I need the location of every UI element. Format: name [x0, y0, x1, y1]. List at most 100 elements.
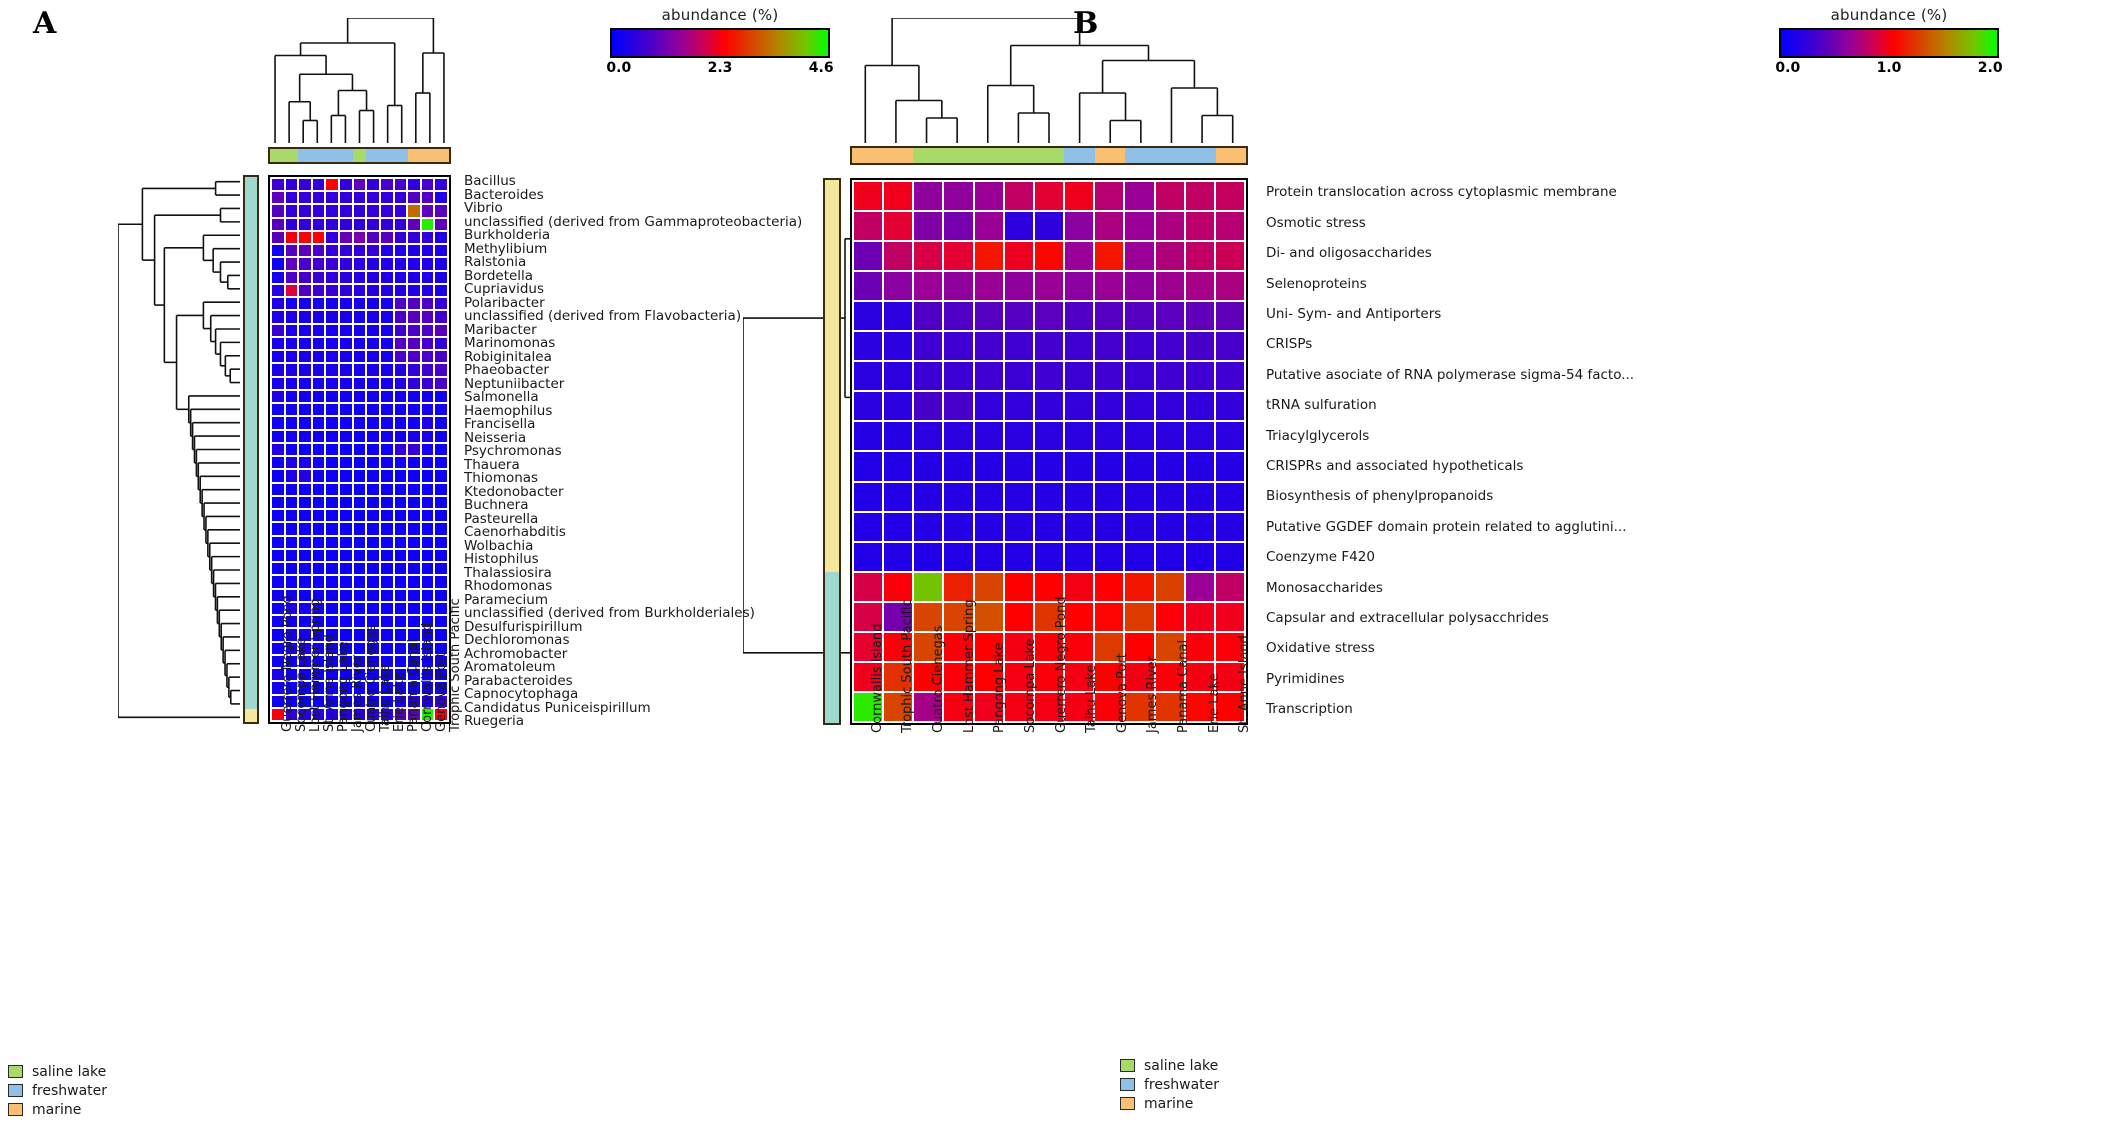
heatmap-cell — [1004, 542, 1033, 571]
heatmap-cell — [421, 695, 434, 707]
heatmap-cell — [1004, 602, 1033, 631]
heatmap-cell — [1004, 302, 1033, 331]
heatmap-cell — [884, 182, 913, 211]
row-annotation-segment — [245, 243, 257, 257]
heatmap-cell — [367, 245, 379, 257]
heatmap-cell — [394, 629, 407, 641]
heatmap-cell — [380, 510, 393, 522]
panel-b-colorbar-ticks: 0.0 1.0 2.0 — [1775, 58, 2002, 78]
heatmap-cell — [340, 271, 352, 283]
heatmap-cell — [326, 483, 339, 495]
heatmap-cell — [380, 324, 393, 336]
row-label: Selenoproteins — [1266, 275, 1367, 292]
heatmap-cell — [312, 205, 325, 217]
heatmap-cell — [1155, 632, 1184, 661]
heatmap-cell — [285, 351, 298, 363]
heatmap-cell — [435, 669, 447, 681]
heatmap-cell — [285, 192, 298, 204]
heatmap-cell — [312, 377, 325, 389]
heatmap-cell — [408, 669, 420, 681]
annotation-segment — [352, 149, 367, 162]
heatmap-cell — [299, 536, 311, 548]
heatmap-cell — [299, 576, 311, 588]
heatmap-cell — [312, 192, 325, 204]
heatmap-cell — [1155, 482, 1184, 511]
row-annotation-segment — [825, 270, 839, 301]
heatmap-cell — [353, 430, 366, 442]
heatmap-cell — [1215, 602, 1244, 631]
heatmap-cell — [285, 708, 298, 720]
heatmap-cell — [312, 417, 325, 429]
annotation-segment — [1155, 148, 1186, 163]
heatmap-cell — [367, 563, 379, 575]
heatmap-cell — [435, 589, 447, 601]
heatmap-cell — [435, 523, 447, 535]
heatmap-cell — [326, 470, 339, 482]
heatmap-cell — [394, 364, 407, 376]
heatmap-cell — [1004, 182, 1033, 211]
heatmap-cell — [326, 642, 339, 654]
heatmap-cell — [1215, 692, 1244, 721]
legend-item: saline lake — [8, 1062, 107, 1081]
heatmap-cell — [435, 616, 447, 628]
heatmap-cell — [299, 695, 311, 707]
heatmap-cell — [854, 482, 883, 511]
heatmap-cell — [1155, 542, 1184, 571]
row-label: Ruegeria — [464, 713, 525, 729]
row-label: Neisseria — [464, 429, 527, 446]
heatmap-cell — [1034, 602, 1064, 631]
heatmap-cell — [914, 452, 943, 481]
heatmap-cell — [1004, 422, 1033, 451]
heatmap-cell — [974, 332, 1003, 361]
column-label: James River — [349, 654, 365, 732]
column-label: Guerrero Negro Pond — [1053, 596, 1069, 733]
heatmap-cell — [312, 404, 325, 416]
heatmap-cell — [408, 179, 420, 191]
heatmap-cell — [272, 708, 284, 720]
panel-b-row-annotation-bar — [823, 178, 841, 725]
panel-a-tick-1: 2.3 — [707, 60, 733, 76]
heatmap-cell — [299, 337, 311, 350]
heatmap-cell — [353, 192, 366, 204]
heatmap-cell — [312, 324, 325, 336]
heatmap-cell — [421, 192, 434, 204]
heatmap-cell — [1185, 632, 1214, 661]
heatmap-cell — [272, 457, 284, 469]
row-label: Candidatus Puniceispirillum — [464, 699, 651, 716]
heatmap-cell — [285, 669, 298, 681]
heatmap-cell — [353, 496, 366, 509]
heatmap-cell — [312, 231, 325, 244]
heatmap-cell — [408, 510, 420, 522]
row-label: Transcription — [1266, 701, 1353, 718]
row-label: Oxidative stress — [1266, 640, 1375, 657]
heatmap-cell — [340, 205, 352, 217]
heatmap-cell — [394, 377, 407, 389]
heatmap-cell — [1185, 212, 1214, 241]
heatmap-cell — [380, 523, 393, 535]
heatmap-cell — [326, 364, 339, 376]
heatmap-cell — [1004, 332, 1033, 361]
panel-a-row-dendrogram — [118, 175, 240, 724]
column-label: Cuatro Cienegas — [364, 624, 379, 732]
heatmap-cell — [1065, 482, 1094, 511]
heatmap-cell — [285, 245, 298, 257]
heatmap-cell — [974, 632, 1003, 661]
heatmap-cell — [408, 192, 420, 204]
heatmap-cell — [1185, 182, 1214, 211]
row-annotation-segment — [245, 349, 257, 364]
heatmap-cell — [394, 390, 407, 403]
heatmap-cell — [408, 589, 420, 601]
heatmap-cell — [380, 205, 393, 217]
heatmap-cell — [312, 563, 325, 575]
heatmap-cell — [421, 629, 434, 641]
heatmap-cell — [435, 457, 447, 469]
heatmap-cell — [914, 302, 943, 331]
heatmap-cell — [408, 377, 420, 389]
heatmap-cell — [367, 351, 379, 363]
heatmap-cell — [408, 496, 420, 509]
heatmap-cell — [944, 632, 973, 661]
heatmap-cell — [285, 417, 298, 429]
heatmap-cell — [285, 205, 298, 217]
row-label: Francisella — [464, 416, 536, 432]
heatmap-cell — [340, 470, 352, 482]
